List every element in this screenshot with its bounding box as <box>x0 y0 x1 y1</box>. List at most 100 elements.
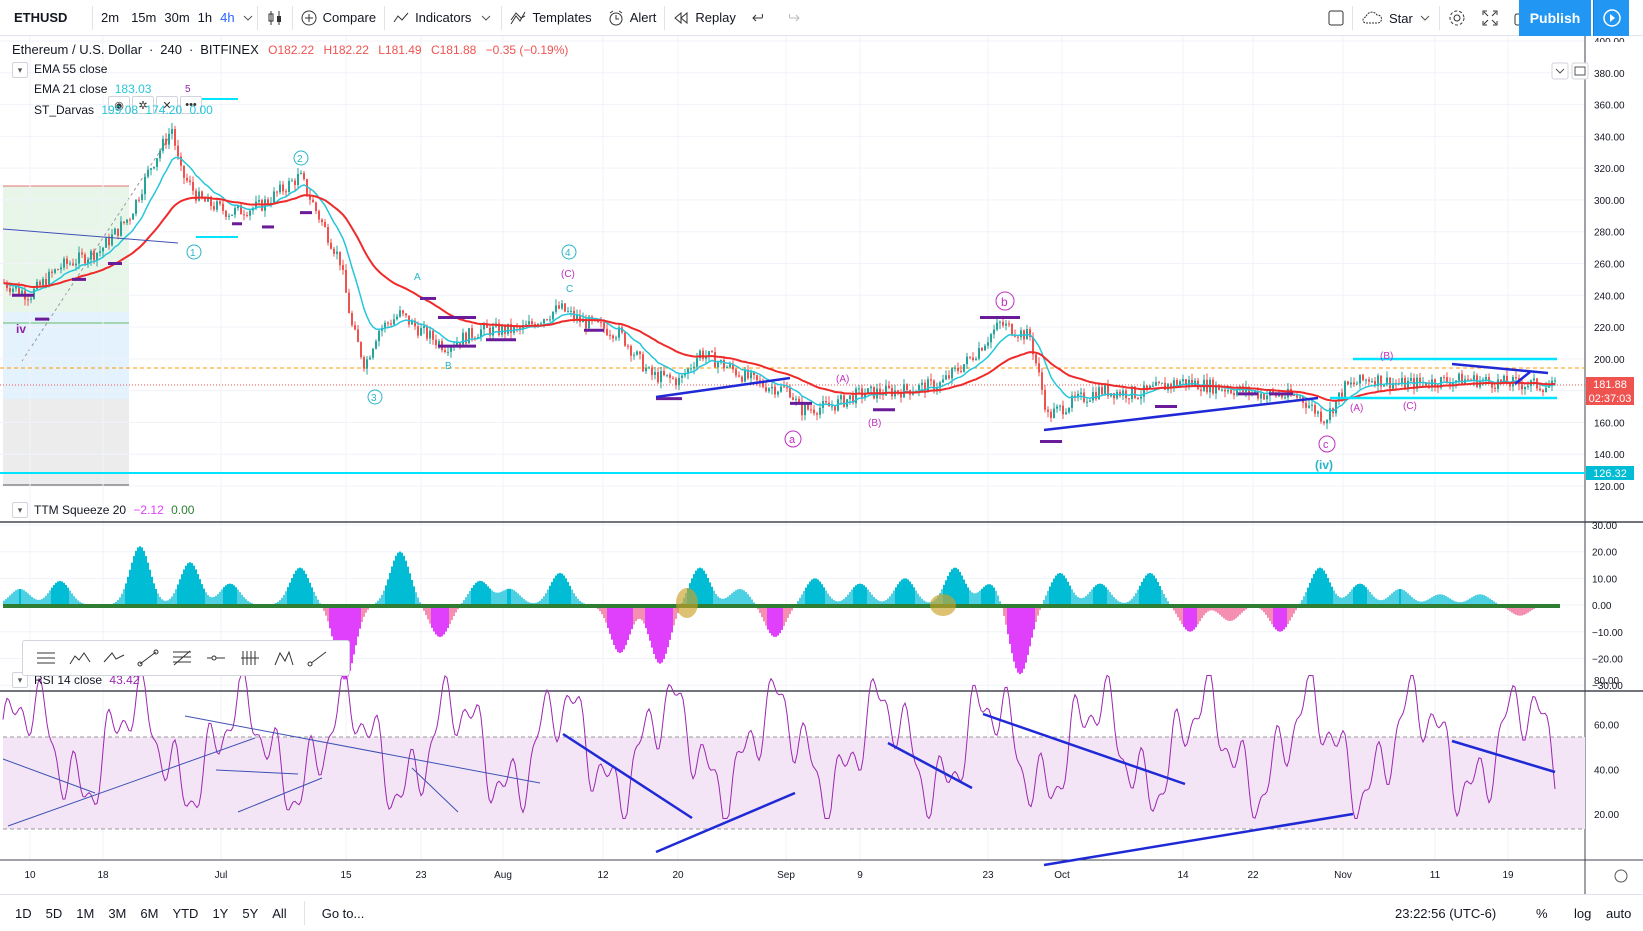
candle-body[interactable] <box>1296 395 1298 398</box>
clock[interactable]: 23:22:56 (UTC-6) <box>1395 906 1497 921</box>
candle-body[interactable] <box>339 251 341 266</box>
candle-body[interactable] <box>705 356 707 359</box>
candle-body[interactable] <box>1347 381 1349 385</box>
candle-body[interactable] <box>312 199 314 203</box>
candle-body[interactable] <box>510 323 512 333</box>
range-6m[interactable]: 6M <box>140 905 159 921</box>
candle-body[interactable] <box>276 191 278 193</box>
candle-body[interactable] <box>324 222 326 228</box>
candle-body[interactable] <box>660 370 662 383</box>
candle-body[interactable] <box>1494 387 1496 389</box>
candle-body[interactable] <box>432 330 434 340</box>
candle-body[interactable] <box>1407 380 1409 389</box>
candle-body[interactable] <box>21 290 23 294</box>
candle-body[interactable] <box>987 342 989 346</box>
candle-body[interactable] <box>576 315 578 319</box>
candle-body[interactable] <box>207 196 209 202</box>
trendline[interactable] <box>1451 362 1549 375</box>
candle-body[interactable] <box>687 368 689 374</box>
candle-body[interactable] <box>429 330 431 339</box>
candle-body[interactable] <box>147 169 149 177</box>
candle-body[interactable] <box>603 322 605 329</box>
candle-body[interactable] <box>1377 375 1379 387</box>
auto-toggle[interactable]: auto <box>1606 906 1632 921</box>
candle-body[interactable] <box>801 402 803 416</box>
candle-body[interactable] <box>885 385 887 396</box>
candle-body[interactable] <box>588 316 590 329</box>
candle-body[interactable] <box>666 374 668 376</box>
chart-area[interactable]: iv 5 1 2 3 4 (C) C A B a (A) (B) b c (iv… <box>0 36 1643 894</box>
candle-body[interactable] <box>1035 354 1037 364</box>
fullscreen-toggle[interactable] <box>1320 0 1352 36</box>
trendline[interactable] <box>2 758 96 794</box>
rsi-legend[interactable]: RSI 14 close 43.42 <box>34 673 139 687</box>
candle-body[interactable] <box>975 358 977 360</box>
candle-body[interactable] <box>3 282 5 284</box>
interval-2m[interactable]: 2m <box>101 10 120 25</box>
candle-body[interactable] <box>30 298 32 300</box>
candle-body[interactable] <box>1107 385 1109 397</box>
candle-body[interactable] <box>993 329 995 335</box>
candle-body[interactable] <box>363 357 365 369</box>
candle-body[interactable] <box>1095 392 1097 400</box>
candle-body[interactable] <box>1092 392 1094 401</box>
candle-body[interactable] <box>318 210 320 220</box>
candle-body[interactable] <box>897 390 899 393</box>
candle-body[interactable] <box>165 138 167 145</box>
candle-body[interactable] <box>1542 390 1544 392</box>
candle-body[interactable] <box>471 328 473 338</box>
candle-body[interactable] <box>780 386 782 392</box>
compare-button[interactable]: Compare <box>293 0 384 36</box>
settings-button[interactable] <box>1440 0 1474 36</box>
candle-body[interactable] <box>507 323 509 334</box>
candle-body[interactable] <box>1017 336 1019 338</box>
candle-body[interactable] <box>402 310 404 314</box>
candle-body[interactable] <box>1008 323 1010 325</box>
candle-body[interactable] <box>243 214 245 216</box>
alert-button[interactable]: Alert <box>600 0 665 36</box>
candle-body[interactable] <box>93 250 95 261</box>
candle-body[interactable] <box>645 368 647 372</box>
candle-body[interactable] <box>330 242 332 249</box>
candle-body[interactable] <box>984 345 986 351</box>
candle-body[interactable] <box>126 219 128 223</box>
candle-body[interactable] <box>957 367 959 371</box>
candle-body[interactable] <box>1299 396 1301 398</box>
candle-body[interactable] <box>1425 382 1427 386</box>
candle-body[interactable] <box>933 380 935 391</box>
candle-body[interactable] <box>117 228 119 236</box>
candle-body[interactable] <box>180 156 182 166</box>
candle-body[interactable] <box>141 194 143 200</box>
wave-abc-icon[interactable] <box>97 643 131 673</box>
candle-body[interactable] <box>420 328 422 336</box>
candle-body[interactable] <box>438 341 440 346</box>
trendline[interactable] <box>1451 739 1556 774</box>
candle-body[interactable] <box>327 227 329 243</box>
candle-body[interactable] <box>1338 392 1340 401</box>
candle-body[interactable] <box>1485 377 1487 380</box>
candle-body[interactable] <box>1368 379 1370 382</box>
candle-body[interactable] <box>96 252 98 261</box>
candle-body[interactable] <box>66 258 68 264</box>
trendline[interactable] <box>411 767 459 813</box>
fib-icon[interactable] <box>165 643 199 673</box>
candle-body[interactable] <box>717 362 719 368</box>
ttm-axis[interactable]: 30.00 20.00 10.00 0.00 −10.00 −20.00 −30.00 <box>1592 521 1623 692</box>
candle-body[interactable] <box>105 238 107 248</box>
candle-body[interactable] <box>1173 380 1175 388</box>
candle-body[interactable] <box>945 375 947 380</box>
candle-body[interactable] <box>1059 405 1061 407</box>
candle-body[interactable] <box>1044 389 1046 410</box>
candle-body[interactable] <box>627 345 629 347</box>
candle-body[interactable] <box>159 150 161 159</box>
candle-body[interactable] <box>219 201 221 204</box>
candle-body[interactable] <box>648 367 650 369</box>
candle-body[interactable] <box>1137 397 1139 399</box>
candle-body[interactable] <box>1509 384 1511 387</box>
candle-body[interactable] <box>450 347 452 352</box>
candle-body[interactable] <box>369 357 371 360</box>
candle-body[interactable] <box>1221 389 1223 391</box>
candle-body[interactable] <box>1314 404 1316 414</box>
candle-body[interactable] <box>624 332 626 346</box>
candle-body[interactable] <box>69 263 71 265</box>
